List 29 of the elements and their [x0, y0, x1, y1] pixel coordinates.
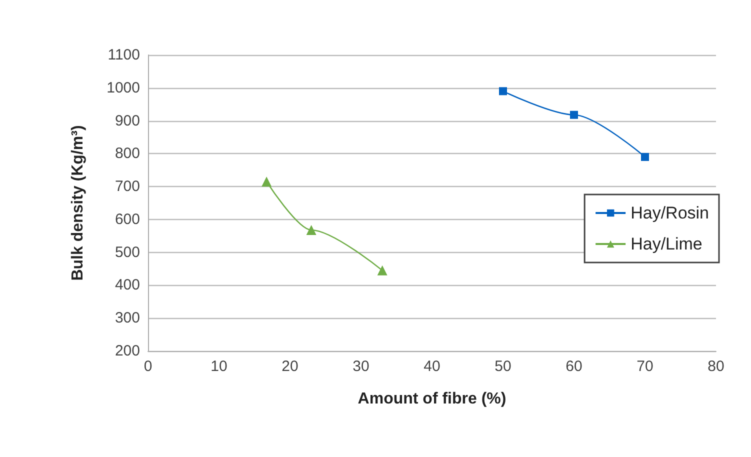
x-tick-label: 50 — [494, 358, 512, 375]
x-tick-label: 30 — [352, 358, 370, 375]
x-axis-title: Amount of fibre (%) — [358, 390, 506, 408]
point — [570, 110, 578, 119]
y-tick-label: 700 — [114, 178, 140, 196]
x-tick-label: 0 — [144, 358, 152, 375]
point — [262, 176, 272, 187]
x-tick-label: 60 — [566, 358, 582, 375]
y-tick-label: 500 — [114, 244, 140, 261]
y-tick-label: 400 — [114, 276, 140, 294]
y-axis-title: Bulk density (Kg/m³) — [70, 125, 86, 281]
point — [306, 224, 316, 235]
y-tick-label: 900 — [114, 112, 140, 130]
y-tick-label: 200 — [114, 342, 140, 360]
x-tick-label: 40 — [424, 358, 440, 375]
point — [377, 265, 388, 276]
y-tick-label: 600 — [114, 210, 140, 228]
y-tick-label: 800 — [114, 145, 140, 162]
y-tick-label: 1100 — [108, 46, 140, 64]
x-tick-label: 10 — [210, 358, 228, 375]
x-tick-label: 70 — [636, 358, 654, 375]
y-tick-label: 300 — [114, 310, 140, 327]
x-tick-label: 20 — [282, 358, 298, 375]
x-tick-label: 80 — [708, 358, 724, 375]
legend-label: Hay/Lime — [630, 234, 702, 254]
legend-label: Hay/Rosin — [630, 204, 710, 222]
point — [499, 87, 507, 96]
point — [641, 152, 649, 161]
y-tick-label: 1000 — [106, 79, 140, 96]
